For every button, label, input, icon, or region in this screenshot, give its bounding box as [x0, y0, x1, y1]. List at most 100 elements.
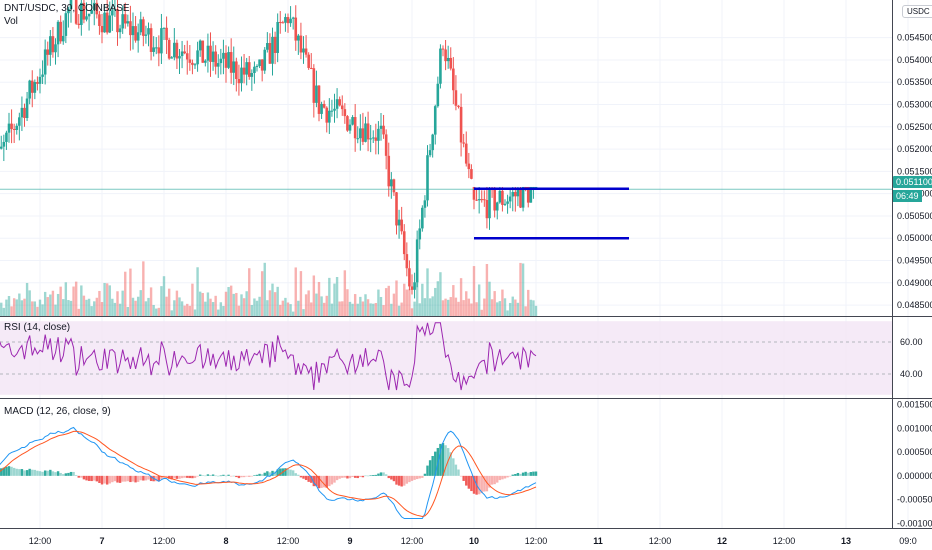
- candle-body: [18, 117, 21, 126]
- volume-bar: [7, 296, 11, 316]
- volume-bar: [67, 300, 70, 316]
- macd-hist-bar: [467, 475, 471, 489]
- candle-body: [483, 199, 486, 201]
- volume-bar: [338, 301, 341, 316]
- macd-hist-bar: [237, 475, 241, 479]
- candle-body: [477, 199, 481, 201]
- volume-bar: [165, 296, 168, 316]
- macd-hist-bar: [341, 475, 344, 478]
- macd-hist-bar: [289, 469, 292, 476]
- macd-hist-bar: [276, 469, 279, 476]
- candle-body: [480, 199, 484, 201]
- macd-tick-label: 0.000000: [897, 471, 932, 481]
- candle-body: [498, 190, 502, 203]
- rsi-level-label: 60.00: [900, 337, 923, 347]
- volume-bar: [467, 298, 471, 316]
- candle-body: [503, 203, 507, 205]
- volume-bar: [155, 308, 158, 316]
- candle-body: [433, 106, 437, 135]
- candle-body: [459, 106, 463, 143]
- volume-bar: [142, 261, 145, 316]
- quote-currency-badge[interactable]: USDC: [902, 5, 932, 18]
- candle-body: [431, 134, 434, 151]
- candle-body: [495, 202, 499, 211]
- macd-hist-bar: [235, 475, 238, 478]
- volume-bar: [183, 305, 186, 316]
- volume-bar: [235, 292, 238, 316]
- candle-body: [333, 108, 336, 111]
- candle-body: [307, 54, 310, 68]
- macd-hist-bar: [390, 475, 393, 480]
- macd-hist-bar: [5, 466, 8, 476]
- candle-body: [390, 179, 393, 187]
- macd-hist-bar: [28, 468, 31, 476]
- candle-body: [340, 105, 344, 110]
- volume-bar: [250, 304, 254, 316]
- candle-body: [263, 49, 267, 71]
- macd-hist-bar: [67, 472, 70, 476]
- candle-body: [162, 27, 166, 29]
- candle-body: [54, 44, 57, 53]
- volume-bar: [82, 295, 86, 316]
- volume-bar: [408, 289, 411, 316]
- candle-body: [366, 123, 370, 140]
- volume-bar: [59, 286, 62, 316]
- candle-body: [253, 66, 256, 74]
- candles-layer: [0, 0, 538, 299]
- candle-body: [529, 186, 533, 203]
- macd-line: [0, 426, 537, 519]
- candle-body: [98, 14, 101, 27]
- volume-bar: [232, 293, 235, 316]
- macd-hist-bar: [193, 475, 197, 479]
- macd-hist-bar: [516, 472, 520, 476]
- candle-body: [51, 36, 55, 53]
- macd-hist-bar: [191, 475, 194, 479]
- macd-hist-bar: [268, 472, 272, 476]
- candle-body: [136, 32, 140, 41]
- volume-bar: [379, 296, 383, 316]
- volume-bar: [121, 290, 124, 316]
- candle-body: [23, 107, 26, 119]
- volume-bar: [64, 282, 68, 316]
- macd-hist-bar: [62, 474, 65, 476]
- macd-hist-bar: [33, 469, 37, 476]
- candle-body: [49, 36, 52, 55]
- volume-bar: [503, 298, 507, 316]
- macd-hist-bar: [364, 475, 367, 477]
- candle-body: [449, 57, 453, 69]
- macd-hist-bar: [472, 475, 476, 494]
- volume-bar: [93, 301, 96, 316]
- volume-bar: [449, 297, 452, 316]
- candle-body: [7, 123, 11, 133]
- volume-bar: [325, 295, 328, 316]
- macd-hist-bar: [369, 475, 372, 477]
- volume-bar: [105, 283, 109, 316]
- volume-bar: [276, 286, 279, 316]
- y-tick-label: 0.053500: [897, 77, 932, 87]
- macd-hist-bar: [121, 475, 124, 482]
- volume-bar: [134, 300, 137, 316]
- volume-bar: [384, 288, 388, 316]
- macd-hist-bar: [498, 475, 502, 481]
- candle-body: [56, 21, 60, 45]
- macd-hist-bar: [180, 475, 184, 479]
- macd-hist-bar: [379, 472, 383, 476]
- y-tick-label: 0.048500: [897, 300, 932, 310]
- macd-hist-bar: [74, 475, 78, 476]
- candle-body: [501, 190, 504, 205]
- candle-body: [255, 65, 259, 67]
- candle-body: [302, 48, 305, 53]
- candle-body: [25, 98, 29, 119]
- candle-body: [188, 59, 192, 63]
- macd-hist-bar: [351, 475, 354, 477]
- candle-body: [144, 34, 148, 36]
- macd-hist-bar: [392, 475, 396, 482]
- volume-bar: [284, 297, 287, 316]
- candle-body: [514, 192, 517, 197]
- volume-bar: [454, 297, 458, 316]
- volume-bar: [501, 289, 504, 316]
- volume-bar: [343, 270, 347, 316]
- volume-bar: [524, 306, 527, 316]
- macd-hist-bar: [322, 475, 326, 488]
